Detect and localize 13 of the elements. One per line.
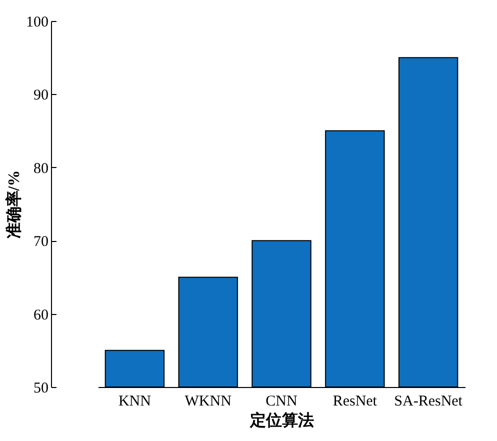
y-tick-label: 60 bbox=[34, 307, 48, 324]
x-tick-label: SA-ResNet bbox=[394, 394, 464, 410]
y-tick-label: 70 bbox=[34, 234, 48, 250]
x-tick-label: WKNN bbox=[184, 394, 232, 410]
y-tick-label: 50 bbox=[34, 380, 48, 396]
x-tick-label: CNN bbox=[266, 394, 298, 410]
y-axis-title: 准确率/% bbox=[4, 170, 23, 239]
y-tick-label: 80 bbox=[34, 160, 48, 177]
x-tick-label: ResNet bbox=[332, 394, 378, 410]
y-tick-label: 90 bbox=[34, 88, 48, 104]
y-tick-label: 100 bbox=[26, 14, 48, 30]
x-axis-title: 定位算法 bbox=[249, 412, 314, 430]
x-tick-label: KNN bbox=[118, 394, 152, 410]
